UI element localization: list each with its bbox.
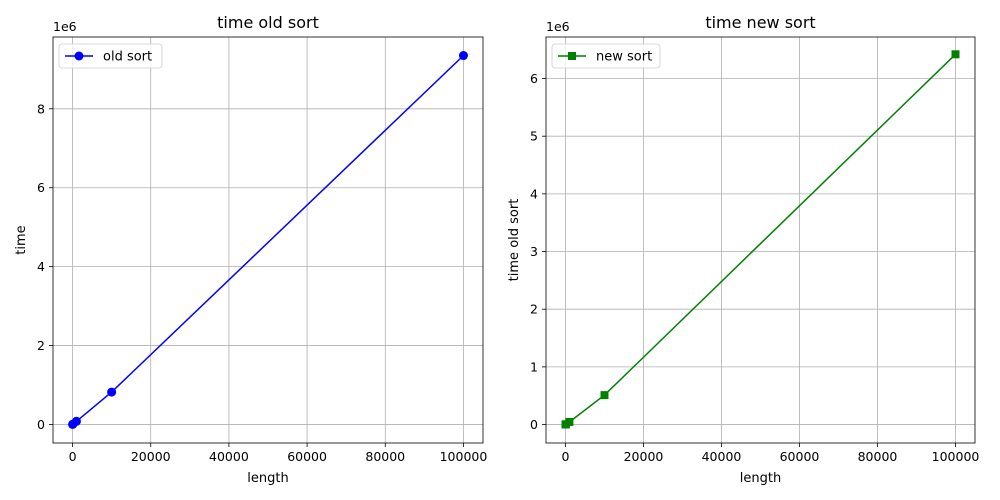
x-tick-label: 60000	[287, 449, 327, 464]
y-tick-label: 6	[37, 180, 45, 195]
data-point	[565, 417, 574, 426]
plot-frame	[545, 36, 976, 444]
legend: new sort	[551, 43, 661, 69]
y-tick-label: 0	[530, 417, 538, 432]
x-tick-label: 0	[69, 449, 77, 464]
y-tick-label: 8	[37, 101, 45, 116]
y-offset-label: 1e6	[53, 19, 77, 34]
data-point	[107, 387, 117, 397]
x-tick-label: 40000	[209, 449, 249, 464]
y-tick-label: 2	[37, 338, 45, 353]
x-tick-label: 80000	[365, 449, 405, 464]
x-tick-label: 20000	[624, 449, 664, 464]
x-tick-label: 60000	[780, 449, 820, 464]
y-axis-label: time old sort	[507, 199, 522, 282]
legend-marker	[568, 52, 576, 60]
x-tick-label: 0	[562, 449, 570, 464]
data-point	[600, 391, 609, 400]
legend-label: new sort	[596, 50, 652, 65]
x-tick-label: 80000	[858, 449, 898, 464]
data-point	[458, 51, 468, 61]
y-tick-label: 2	[530, 302, 538, 317]
chart-1: 0 20000 40000 60000 80000 100000 0 2 4 6 8 1e6 time …	[14, 13, 487, 486]
legend-box	[58, 43, 163, 69]
legend: old sort	[58, 43, 163, 69]
chart-2: 0 20000 40000 60000 80000 100000 0 1 2 3 4 5 6 1e6 tim…	[507, 13, 979, 486]
y-tick-label: 1	[530, 359, 538, 374]
data-point	[951, 50, 960, 59]
y-axis-label: time	[14, 225, 29, 254]
data-point	[71, 416, 81, 426]
y-tick-label: 3	[530, 244, 538, 259]
y-offset-label: 1e6	[546, 19, 570, 34]
x-tick-label: 20000	[131, 449, 171, 464]
x-tick-label: 100000	[440, 449, 488, 464]
y-tick-label: 0	[37, 417, 45, 432]
y-tick-label: 4	[37, 259, 45, 274]
chart-title: time old sort	[217, 13, 319, 32]
legend-marker	[74, 51, 84, 61]
chart-title: time new sort	[705, 13, 815, 32]
plot-frame	[52, 36, 484, 444]
legend-label: old sort	[103, 50, 152, 65]
y-tick-label: 5	[530, 129, 538, 144]
y-tick-label: 4	[530, 186, 538, 201]
y-tick-label: 6	[530, 71, 538, 86]
x-tick-label: 100000	[932, 449, 980, 464]
x-tick-label: 40000	[702, 449, 742, 464]
x-axis-label: length	[247, 471, 288, 486]
x-axis-label: length	[740, 471, 781, 486]
legend-box	[551, 43, 661, 69]
